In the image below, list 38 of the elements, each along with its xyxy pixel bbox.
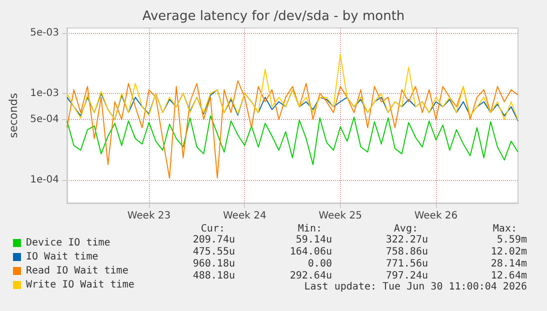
- text: 164.06u: [290, 246, 332, 258]
- y-tick-label: 1e-04: [30, 174, 59, 186]
- text: 488.18u: [192, 270, 235, 282]
- text: 5.59m: [496, 234, 527, 246]
- y-tick-label: 5e-04: [30, 114, 59, 125]
- text: 758.86u: [386, 246, 428, 258]
- text: 209.74u: [192, 234, 235, 246]
- x-tick-label: Week 25: [318, 210, 362, 222]
- text: Min:: [298, 224, 322, 234]
- text: Avg:: [394, 224, 418, 234]
- text: 475.55u: [192, 246, 235, 258]
- text: Last update: Tue Jun 30 11:00:04 2026: [304, 282, 528, 292]
- text: 12.64m: [490, 270, 527, 282]
- y-tick-label: 1e-03: [30, 88, 59, 99]
- text: 960.18u: [192, 258, 235, 270]
- text: 322.27u: [386, 234, 428, 246]
- line-series: [66, 54, 518, 121]
- text: 28.14m: [490, 258, 527, 270]
- legend-label: IO Wait time: [26, 252, 98, 262]
- text: 59.14u: [296, 234, 332, 246]
- x-tick-label: Week 24: [223, 210, 266, 222]
- chart-title: Average latency for /dev/sda - by month: [142, 9, 405, 24]
- x-tick-label: Week 26: [414, 210, 458, 222]
- text: Max:: [492, 224, 517, 234]
- text: 797.24u: [386, 270, 428, 282]
- y-axis-title: seconds: [7, 92, 20, 138]
- text: 0.00: [308, 258, 332, 270]
- y-tick-label: 5e-03: [30, 27, 59, 38]
- line-series: [66, 80, 518, 179]
- legend-label: Device IO time: [26, 238, 110, 248]
- text: 292.64u: [290, 270, 332, 282]
- text: 12.02m: [490, 246, 527, 258]
- text: Cur:: [200, 224, 225, 234]
- legend-label: Write IO Wait time: [26, 280, 134, 290]
- line-series: [66, 115, 518, 166]
- legend-label: Read IO Wait time: [26, 266, 128, 276]
- text: 771.56u: [386, 258, 428, 270]
- x-tick-label: Week 23: [127, 210, 171, 222]
